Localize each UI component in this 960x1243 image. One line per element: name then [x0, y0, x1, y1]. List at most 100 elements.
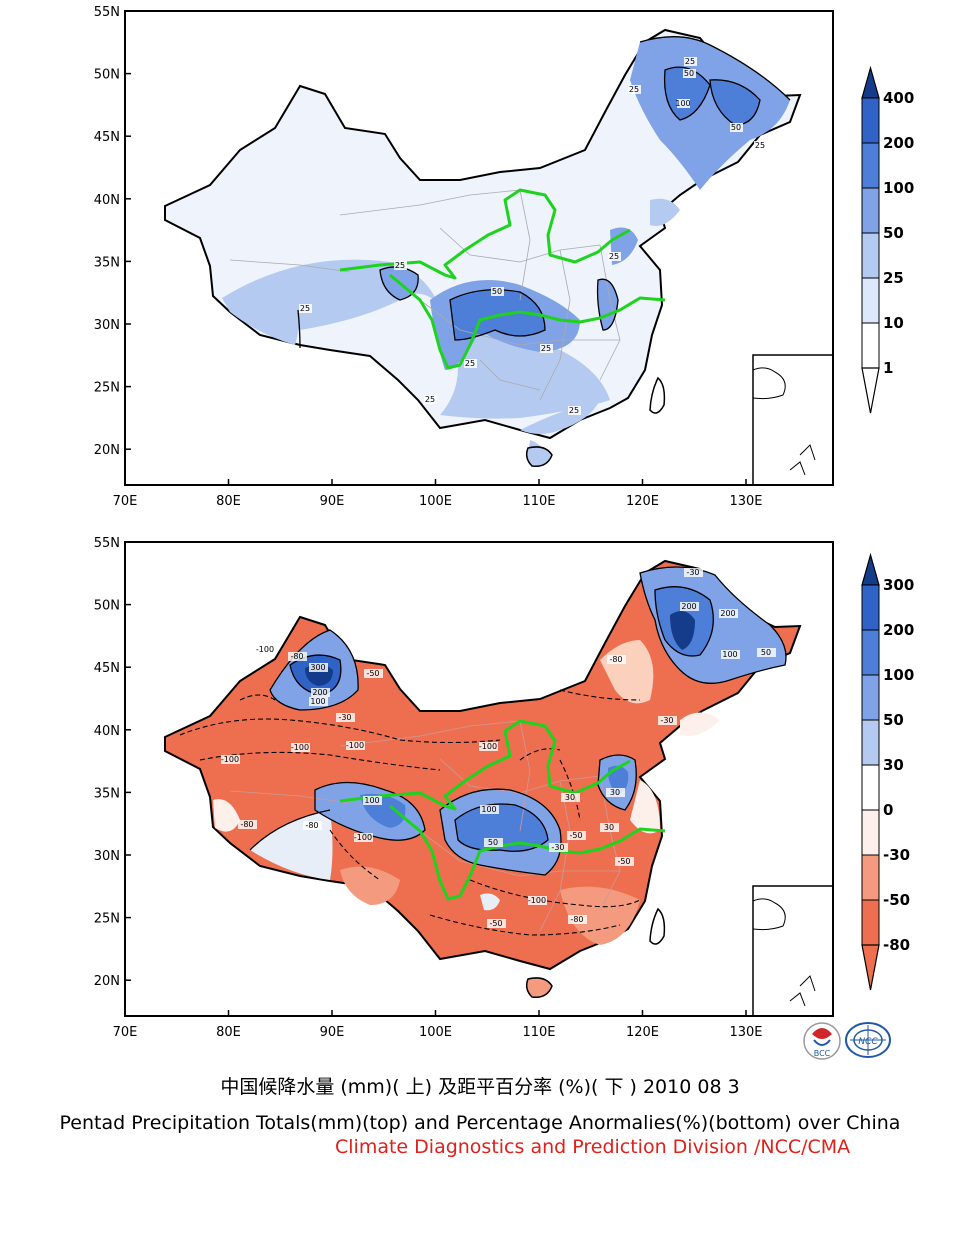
contour-label: 25	[425, 395, 435, 404]
lon-label: 80E	[216, 1025, 241, 1040]
colorbar-label: 30	[883, 756, 904, 774]
lat-label: 55N	[94, 536, 120, 551]
contour-label: -80	[570, 915, 583, 924]
lat-label: 40N	[94, 193, 120, 208]
south-china-sea-inset	[752, 885, 833, 1016]
lon-label: 110E	[522, 494, 555, 509]
lat-label: 35N	[94, 255, 120, 270]
colorbar-label: -50	[883, 891, 910, 909]
contour-label: 100	[310, 697, 325, 706]
colorbar-label: 1	[883, 359, 893, 377]
contour-label: -100	[221, 755, 239, 764]
colorbar-label: 200	[883, 134, 914, 152]
contour-label: -100	[346, 741, 364, 750]
contour-label: 50	[492, 287, 502, 296]
contour-label: -80	[609, 655, 622, 664]
lat-label: 30N	[94, 318, 120, 333]
lat-label: 45N	[94, 130, 120, 145]
contour-label: -50	[569, 831, 582, 840]
colorbar-label: 10	[883, 314, 904, 332]
precipitation-totals-map: 25 50 100 50 25 25 25 50 25 25 25 25 25 25 55N 50N 45N 4…	[94, 5, 915, 509]
lon-label: 100E	[419, 494, 452, 509]
lon-label: 110E	[522, 1025, 555, 1040]
contour-label: 50	[731, 123, 741, 132]
contour-label: -30	[660, 716, 673, 725]
colorbar-label: 100	[883, 666, 914, 684]
lon-label: 130E	[729, 1025, 762, 1040]
contour-label: 25	[465, 359, 475, 368]
contour-label: -100	[528, 896, 546, 905]
contour-label: 25	[609, 252, 619, 261]
lon-label: 130E	[729, 494, 762, 509]
lon-label: 70E	[113, 494, 138, 509]
contour-label: -30	[338, 713, 351, 722]
contour-label: -50	[366, 669, 379, 678]
contour-label: 25	[629, 85, 639, 94]
lon-label: 90E	[320, 1025, 345, 1040]
colorbar-label: 50	[883, 711, 904, 729]
lon-label: 120E	[626, 1025, 659, 1040]
contour-label: -100	[291, 743, 309, 752]
lon-label: 80E	[216, 494, 241, 509]
lat-label: 35N	[94, 786, 120, 801]
contour-label: -50	[617, 857, 630, 866]
colorbar-label: 300	[883, 576, 914, 594]
totals-colorbar: 400 200 100 50 25 10 1	[861, 65, 914, 414]
contour-label: 100	[364, 796, 379, 805]
contour-label: -100	[256, 645, 274, 654]
contour-label: 50	[684, 69, 694, 78]
contour-label: 25	[300, 304, 310, 313]
contour-label: 30	[565, 793, 575, 802]
contour-label: -50	[489, 919, 502, 928]
lon-label: 90E	[320, 494, 345, 509]
contour-label: 100	[481, 805, 496, 814]
colorbar-label: 400	[883, 89, 914, 107]
svg-text:BCC: BCC	[814, 1049, 831, 1058]
contour-label: 25	[395, 261, 405, 270]
contour-label: 25	[755, 141, 765, 150]
ncc-logo: NCC	[845, 1022, 891, 1058]
contour-label: 100	[722, 650, 737, 659]
contour-label: 30	[604, 823, 614, 832]
contour-label: 30	[610, 788, 620, 797]
contour-label: -30	[551, 843, 564, 852]
lat-label: 20N	[94, 974, 120, 989]
colorbar-label: 200	[883, 621, 914, 639]
contour-label: 50	[761, 648, 771, 657]
contour-label: -30	[686, 568, 699, 577]
lat-label: 40N	[94, 724, 120, 739]
lon-label: 100E	[419, 1025, 452, 1040]
bcc-logo: BCC	[803, 1022, 841, 1060]
colorbar-label: 100	[883, 179, 914, 197]
colorbar-label: 0	[883, 801, 893, 819]
contour-label: -80	[290, 652, 303, 661]
colorbar-label: -80	[883, 936, 910, 954]
lat-label: 25N	[94, 912, 120, 927]
contour-label: -100	[354, 833, 372, 842]
contour-label: -100	[479, 742, 497, 751]
lon-label: 120E	[626, 494, 659, 509]
contour-label: 200	[681, 602, 696, 611]
contour-label: 100	[675, 99, 690, 108]
contour-label: 25	[569, 406, 579, 415]
svg-text:NCC: NCC	[858, 1037, 878, 1047]
lat-label: 25N	[94, 381, 120, 396]
china-region	[164, 28, 802, 440]
south-china-sea-inset	[752, 354, 833, 485]
source-caption: Climate Diagnostics and Prediction Divis…	[335, 1136, 851, 1158]
lat-label: 20N	[94, 443, 120, 458]
colorbar-label: -30	[883, 846, 910, 864]
contour-label: 300	[310, 663, 325, 672]
contour-label: -80	[305, 821, 318, 830]
lat-label: 50N	[94, 68, 120, 83]
colorbar-label: 50	[883, 224, 904, 242]
lon-label: 70E	[113, 1025, 138, 1040]
lat-label: 30N	[94, 849, 120, 864]
english-caption: Pentad Precipitation Totals(mm)(top) and…	[59, 1112, 901, 1134]
contour-label: 50	[488, 838, 498, 847]
lat-label: 55N	[94, 5, 120, 20]
lat-label: 45N	[94, 661, 120, 676]
